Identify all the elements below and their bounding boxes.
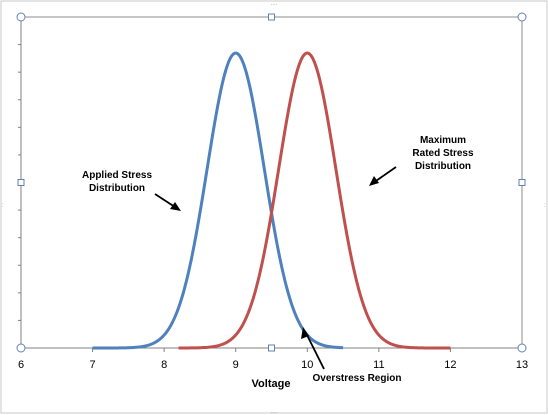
x-axis-title: Voltage	[252, 378, 291, 390]
series-line-2	[178, 51, 451, 350]
series-line-1	[92, 51, 344, 350]
x-tick-label: 9	[233, 359, 239, 371]
annotation-applied-arrowhead	[170, 202, 181, 211]
edge-resize-handle[interactable]	[268, 344, 275, 352]
series-layer	[92, 51, 451, 350]
corner-resize-handle[interactable]	[16, 12, 26, 22]
annotation-overstress-arrow	[305, 332, 325, 370]
edge-resize-handle[interactable]	[17, 179, 25, 186]
annotation-rated-arrowhead	[369, 176, 379, 186]
annotation-rated-stress: Maximum Rated Stress Distribution	[369, 135, 474, 186]
selection-handles[interactable]	[16, 12, 527, 353]
annotation-overstress-arrowhead	[301, 327, 309, 339]
annotation-overstress: Overstress Region	[301, 327, 401, 384]
x-tick-label: 11	[373, 359, 384, 371]
svg-text::: :	[2, 203, 4, 209]
corner-resize-handle[interactable]	[517, 343, 527, 353]
x-tick-label: 8	[161, 359, 167, 371]
x-tick-label: 6	[18, 359, 24, 371]
x-tick-label: 10	[301, 359, 313, 371]
x-tick-label: 13	[516, 359, 528, 371]
x-tick-label: 7	[90, 359, 96, 371]
svg-text:....: ....	[271, 409, 278, 415]
svg-text:....: ....	[271, 1, 278, 7]
edge-resize-handle[interactable]	[518, 179, 526, 186]
annotation-applied-stress: Applied Stress Distribution	[82, 170, 181, 211]
edge-resize-handle[interactable]	[268, 13, 275, 21]
svg-text::: :	[544, 203, 546, 209]
x-axis-tick-labels: 6 7 8 9 10 11 12 13	[18, 359, 528, 371]
annotation-overstress-label: Overstress Region	[313, 373, 402, 384]
annotation-applied-line-2: Distribution	[89, 183, 145, 194]
annotation-rated-line-2: Rated Stress	[412, 148, 474, 159]
annotation-rated-line-3: Distribution	[415, 161, 471, 172]
x-tick-label: 12	[444, 359, 456, 371]
annotation-applied-line-1: Applied Stress	[82, 170, 152, 181]
corner-resize-handle[interactable]	[16, 343, 26, 353]
corner-resize-handle[interactable]	[517, 12, 527, 22]
annotation-rated-line-1: Maximum	[420, 135, 466, 146]
